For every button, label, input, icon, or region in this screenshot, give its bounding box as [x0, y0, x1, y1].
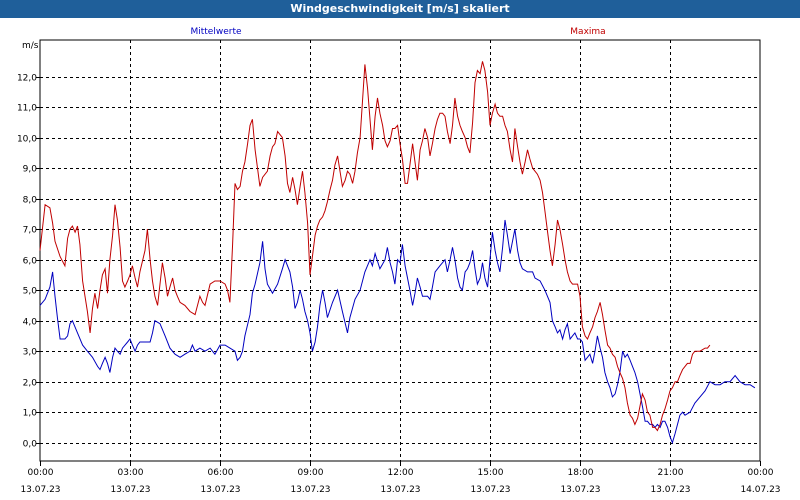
x-tick-time-label: 00:00 [748, 468, 774, 478]
x-tick-time-label: 06:00 [208, 468, 234, 478]
series-line-mittelwerte [39, 219, 756, 445]
plot-area: m/s Mittelwerte Maxima 0,0 1,0 2,0 3,0 4,0 5,… [0, 18, 800, 500]
x-tick-date-label: 13.07.23 [110, 485, 150, 495]
y-tick-label: 1,0 [23, 409, 38, 419]
x-tick-date-label: 13.07.23 [20, 485, 60, 495]
series-line-maxima [39, 61, 711, 432]
y-tick-label: 10,0 [17, 135, 37, 145]
y-tick-label: 9,0 [23, 165, 38, 175]
y-tick-label: 3,0 [23, 348, 38, 358]
y-tick-label: 8,0 [23, 196, 38, 206]
y-tick-label: 5,0 [23, 287, 38, 297]
x-tick-time-label: 12:00 [388, 468, 414, 478]
x-tick-time-label: 18:00 [568, 468, 594, 478]
legend-maxima: Maxima [570, 27, 605, 37]
x-tick-date-label: 13.07.23 [470, 485, 510, 495]
y-tick-label: 11,0 [17, 104, 37, 114]
y-tick-label: 6,0 [23, 257, 38, 267]
legend-mittelwerte: Mittelwerte [190, 27, 241, 37]
x-tick-time-label: 03:00 [118, 468, 144, 478]
wind-speed-chart: m/s Mittelwerte Maxima 0,0 1,0 2,0 3,0 4,0 5,… [17, 27, 781, 495]
x-tick-time-label: 00:00 [28, 468, 54, 478]
x-tick-time-label: 15:00 [478, 468, 504, 478]
y-tick-label: 0,0 [23, 440, 38, 450]
x-tick-date-label: 13.07.23 [200, 485, 240, 495]
x-tick-date-label: 13.07.23 [560, 485, 600, 495]
x-tick-time-label: 09:00 [298, 468, 324, 478]
x-tick-date-label: 13.07.23 [290, 485, 330, 495]
x-tick-date-label: 13.07.23 [380, 485, 420, 495]
x-tick-date-label: 14.07.23 [740, 485, 780, 495]
x-tick-time-label: 21:00 [658, 468, 684, 478]
y-tick-label: 7,0 [23, 226, 38, 236]
x-tick-date-label: 13.07.23 [650, 485, 690, 495]
y-tick-label: 4,0 [23, 318, 38, 328]
y-tick-label: 2,0 [23, 379, 38, 389]
y-axis-label: m/s [22, 41, 39, 51]
chart-title: Windgeschwindigkeit [m/s] skaliert [0, 0, 800, 18]
y-tick-label: 12,0 [17, 74, 37, 84]
